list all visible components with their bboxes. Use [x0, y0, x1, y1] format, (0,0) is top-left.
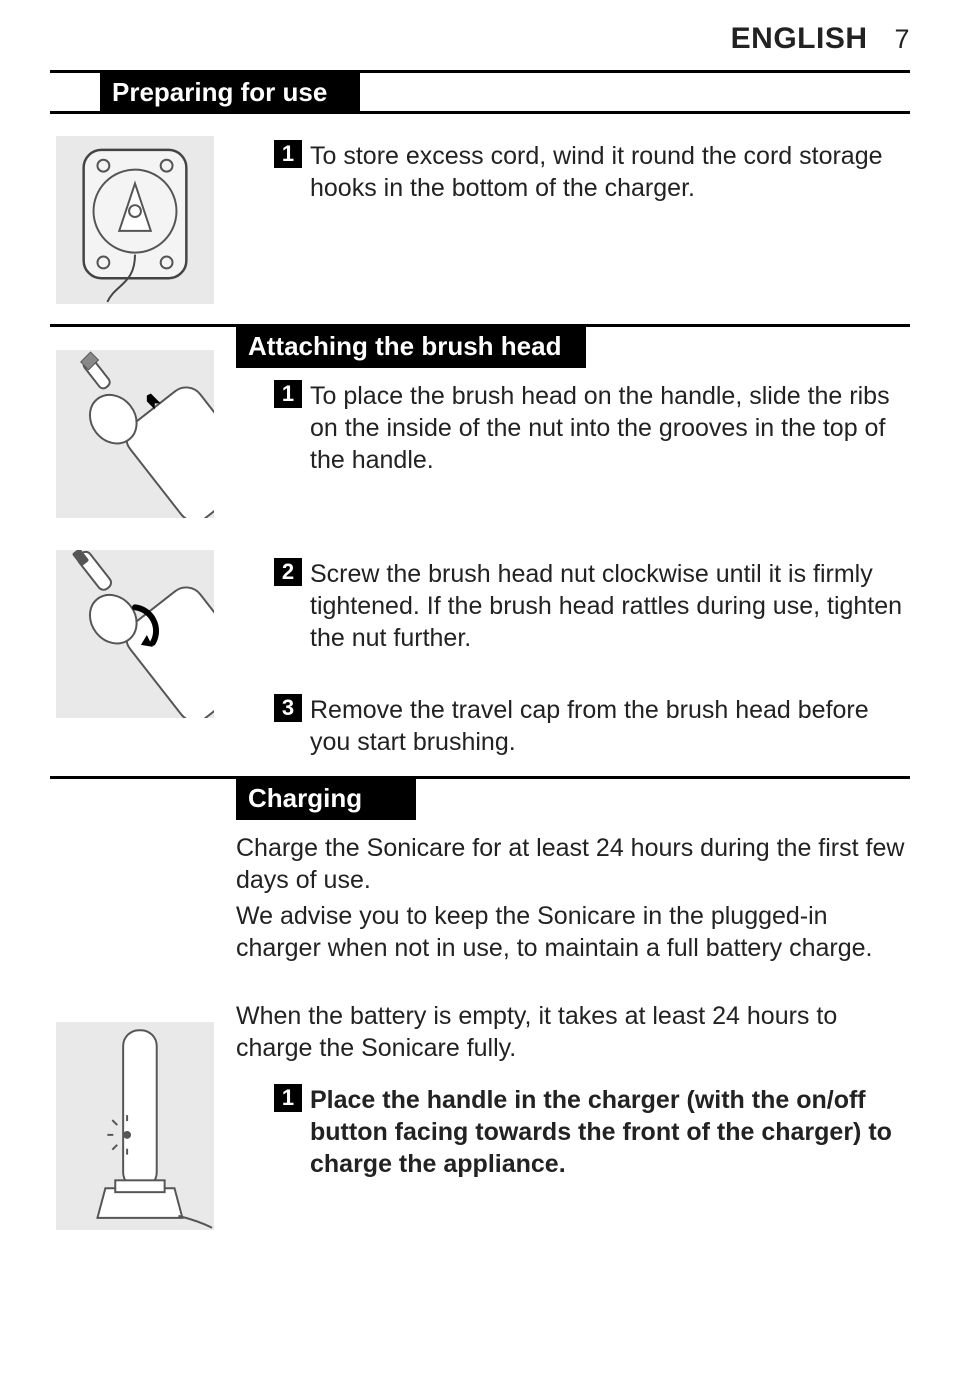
heading-charging-label: Charging: [248, 783, 362, 813]
step-number: 1: [274, 380, 302, 408]
step-text: Screw the brush head nut clockwise until…: [310, 558, 908, 654]
step-number: 2: [274, 558, 302, 586]
charging-step-1: 1 Place the handle in the charger (with …: [274, 1084, 908, 1180]
step-text: Remove the travel cap from the brush hea…: [310, 694, 908, 758]
charging-para-3: When the battery is empty, it takes at l…: [236, 1000, 908, 1064]
step-text: Place the handle in the charger (with th…: [310, 1084, 908, 1180]
charging-para-2: We advise you to keep the Sonicare in th…: [236, 900, 908, 964]
step-text: To store excess cord, wind it round the …: [310, 140, 908, 204]
heading-charging: Charging: [50, 776, 910, 779]
figure-attach-head: [50, 344, 220, 524]
attaching-step-2: 2 Screw the brush head nut clockwise unt…: [274, 558, 908, 654]
step-number: 3: [274, 694, 302, 722]
heading-attaching-label: Attaching the brush head: [248, 331, 561, 361]
attaching-step-3: 3 Remove the travel cap from the brush h…: [274, 694, 908, 758]
step-text: To place the brush head on the handle, s…: [310, 380, 908, 476]
attaching-step-1: 1 To place the brush head on the handle,…: [274, 380, 908, 476]
heading-preparing-label: Preparing for use: [112, 77, 327, 107]
charging-para-1: Charge the Sonicare for at least 24 hour…: [236, 832, 908, 896]
page-number: 7: [894, 24, 910, 54]
figure-charging: [50, 1016, 220, 1236]
step-number: 1: [274, 1084, 302, 1112]
preparing-step-1: 1 To store excess cord, wind it round th…: [274, 140, 908, 204]
figure-cord-storage: [50, 130, 220, 310]
figure-screw-nut: [50, 544, 220, 724]
step-number: 1: [274, 140, 302, 168]
heading-attaching: Attaching the brush head: [50, 324, 910, 327]
page-header: ENGLISH 7: [731, 22, 910, 56]
manual-page: ENGLISH 7 Preparing for use: [0, 0, 960, 1397]
heading-preparing: Preparing for use: [50, 70, 910, 114]
language-label: ENGLISH: [731, 22, 868, 55]
